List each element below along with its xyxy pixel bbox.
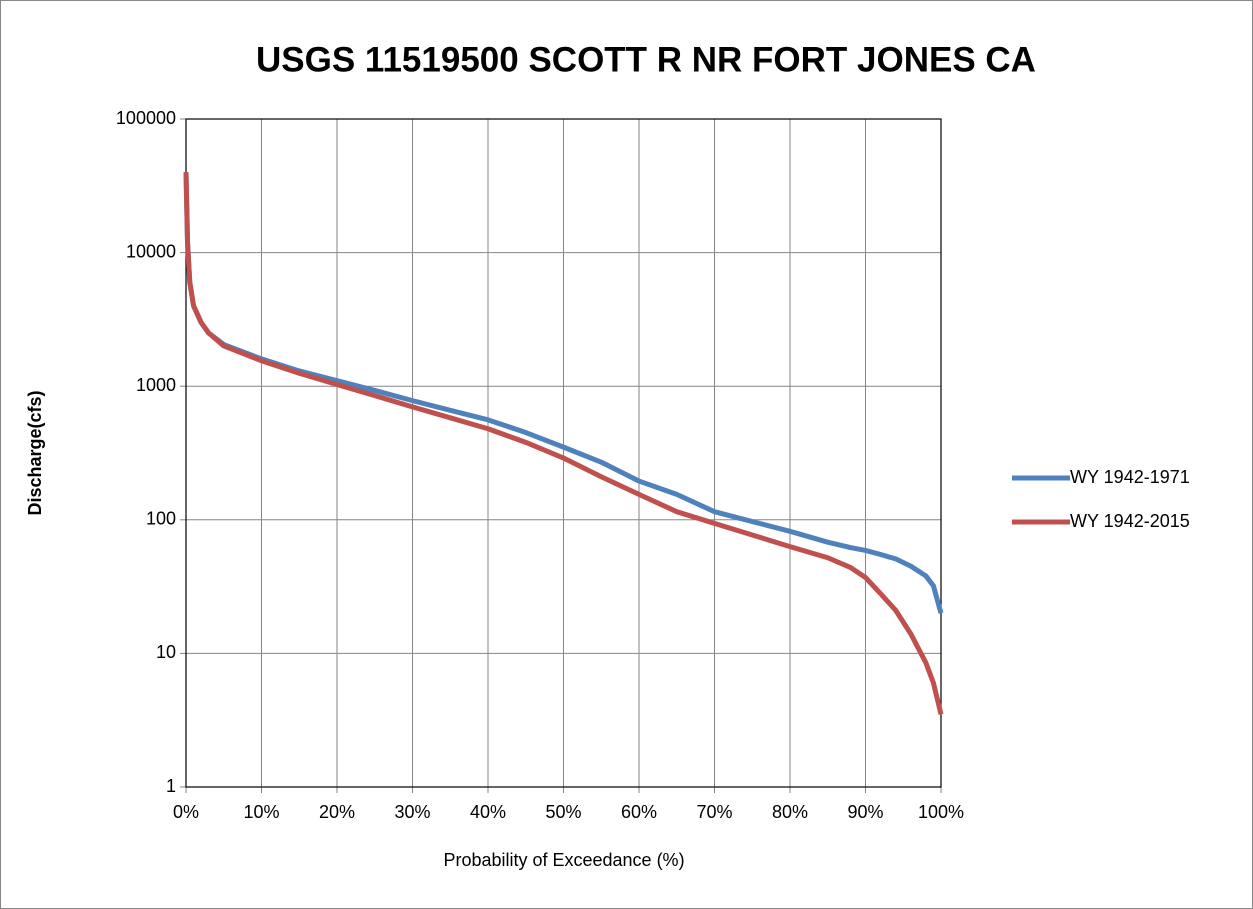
y-axis-title: Discharge(cfs) — [25, 390, 45, 515]
x-tick-label: 10% — [243, 802, 279, 822]
x-tick-label: 30% — [394, 802, 430, 822]
y-tick-label: 10000 — [126, 241, 176, 261]
chart-title: USGS 11519500 SCOTT R NR FORT JONES CA — [256, 40, 1036, 79]
x-tick-label: 60% — [621, 802, 657, 822]
legend-label: WY 1942-2015 — [1070, 511, 1190, 531]
x-tick-label: 90% — [847, 802, 883, 822]
y-tick-label: 1000 — [136, 375, 176, 395]
x-axis-title: Probability of Exceedance (%) — [443, 850, 684, 870]
x-tick-label: 20% — [319, 802, 355, 822]
y-tick-label: 1 — [166, 776, 176, 796]
series-line — [183, 172, 944, 715]
y-tick-label: 10 — [156, 642, 176, 662]
y-tick-label: 100 — [146, 509, 176, 529]
x-tick-label: 80% — [772, 802, 808, 822]
x-tick-label: 70% — [696, 802, 732, 822]
legend-label: WY 1942-1971 — [1070, 467, 1190, 487]
y-tick-label: 100000 — [116, 108, 176, 128]
plot-border — [185, 118, 942, 788]
x-tick-label: 50% — [545, 802, 581, 822]
x-tick-label: 40% — [470, 802, 506, 822]
x-tick-label: 100% — [918, 802, 964, 822]
x-tick-label: 0% — [173, 802, 199, 822]
